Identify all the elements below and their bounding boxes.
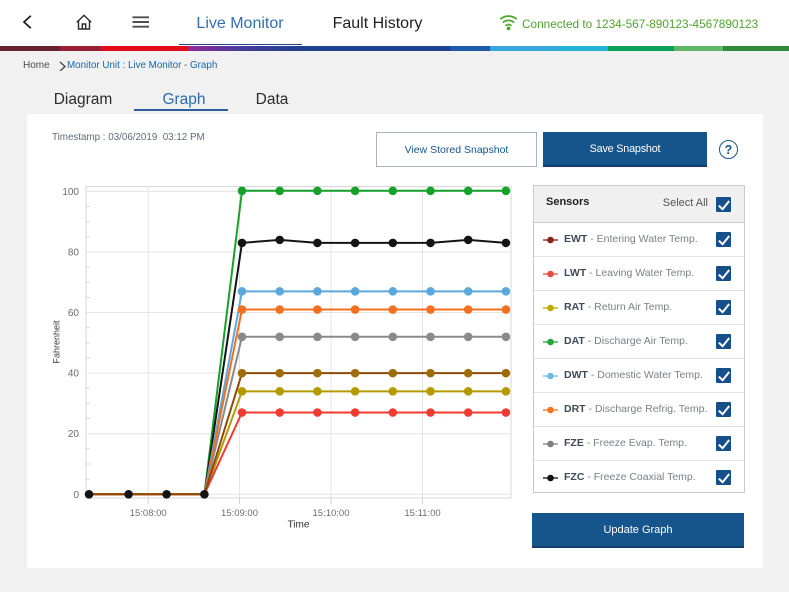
svg-text:Time: Time — [288, 520, 310, 531]
svg-text:0: 0 — [73, 490, 79, 501]
svg-text:20: 20 — [68, 429, 80, 440]
svg-text:15:11:00: 15:11:00 — [404, 508, 440, 519]
svg-text:40: 40 — [68, 369, 80, 380]
svg-text:15:09:00: 15:09:00 — [221, 508, 258, 519]
svg-text:15:10:00: 15:10:00 — [313, 508, 350, 519]
svg-text:15:08:00: 15:08:00 — [130, 508, 167, 519]
svg-text:60: 60 — [68, 308, 80, 319]
svg-text:100: 100 — [62, 187, 79, 198]
svg-text:Fahrenheit: Fahrenheit — [52, 320, 62, 364]
svg-text:80: 80 — [68, 247, 80, 258]
